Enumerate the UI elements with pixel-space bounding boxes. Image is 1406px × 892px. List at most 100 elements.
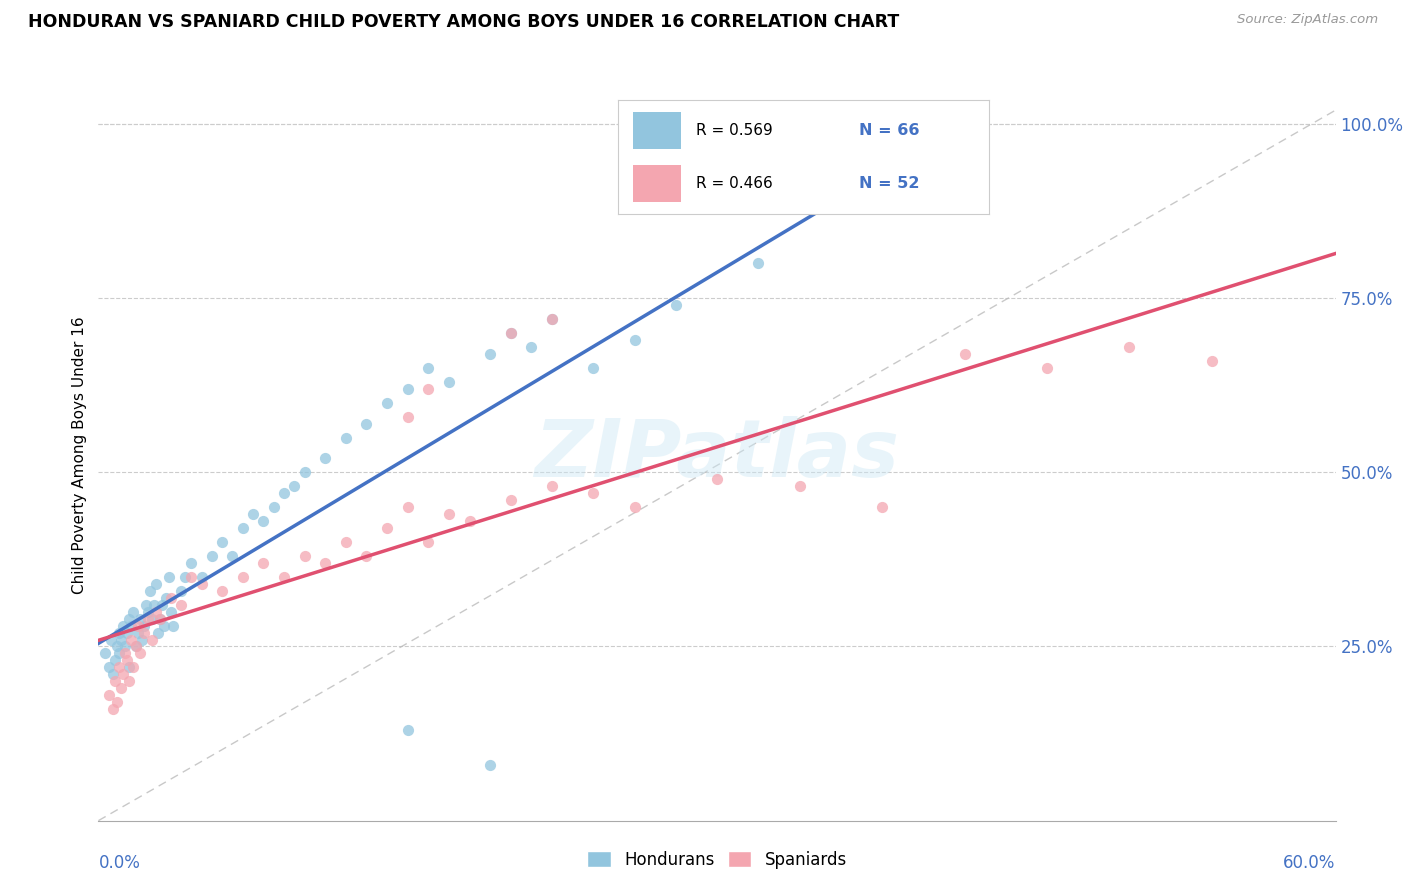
Point xyxy=(499,326,522,340)
Point xyxy=(150,598,173,612)
Point xyxy=(131,632,153,647)
Point xyxy=(162,618,184,632)
Point xyxy=(108,625,131,640)
Point xyxy=(132,625,155,640)
Point xyxy=(499,493,522,508)
Point xyxy=(953,347,976,361)
Point xyxy=(114,640,136,654)
Point xyxy=(155,591,177,605)
Point xyxy=(747,256,769,270)
Point xyxy=(120,632,142,647)
Point xyxy=(110,681,132,696)
Point xyxy=(105,695,128,709)
Point xyxy=(375,521,398,535)
Point xyxy=(117,653,139,667)
Point xyxy=(104,653,127,667)
Point xyxy=(122,605,145,619)
Point xyxy=(1118,340,1140,354)
Point xyxy=(273,486,295,500)
Point xyxy=(356,417,378,431)
Point xyxy=(1036,360,1059,375)
Point xyxy=(263,500,285,515)
Point xyxy=(114,647,136,661)
Point xyxy=(232,570,254,584)
Point xyxy=(141,612,163,626)
Point xyxy=(623,333,645,347)
Point xyxy=(132,618,155,632)
Point xyxy=(118,660,141,674)
Point xyxy=(127,625,149,640)
Point xyxy=(283,479,305,493)
Point xyxy=(97,660,120,674)
Point xyxy=(541,479,564,493)
Point xyxy=(124,640,146,654)
Point xyxy=(437,507,460,521)
Point xyxy=(120,618,142,632)
Legend: Hondurans, Spaniards: Hondurans, Spaniards xyxy=(581,844,853,876)
Text: 60.0%: 60.0% xyxy=(1284,854,1336,871)
Point xyxy=(1201,354,1223,368)
Point xyxy=(396,500,419,515)
Text: Source: ZipAtlas.com: Source: ZipAtlas.com xyxy=(1237,13,1378,27)
Point xyxy=(118,612,141,626)
Point xyxy=(159,605,181,619)
Point xyxy=(375,395,398,409)
Point xyxy=(148,625,170,640)
Point xyxy=(180,570,202,584)
Point xyxy=(139,583,162,598)
Point xyxy=(157,570,180,584)
Point xyxy=(190,576,212,591)
Point xyxy=(396,409,419,424)
Point xyxy=(180,556,202,570)
Point xyxy=(93,647,115,661)
Point xyxy=(145,576,167,591)
Point xyxy=(149,612,172,626)
Point xyxy=(499,326,522,340)
Point xyxy=(314,451,336,466)
Point xyxy=(128,612,150,626)
Point xyxy=(153,618,176,632)
Point xyxy=(294,466,316,480)
Point xyxy=(174,570,197,584)
Point xyxy=(108,647,131,661)
Point xyxy=(170,598,193,612)
Point xyxy=(136,612,159,626)
Point xyxy=(136,605,159,619)
Y-axis label: Child Poverty Among Boys Under 16: Child Poverty Among Boys Under 16 xyxy=(72,316,87,594)
Point xyxy=(97,688,120,702)
Text: ZIPatlas: ZIPatlas xyxy=(534,416,900,494)
Point xyxy=(110,632,132,647)
Point xyxy=(101,667,124,681)
Point xyxy=(201,549,224,563)
Point xyxy=(294,549,316,563)
Point xyxy=(273,570,295,584)
Point xyxy=(252,556,274,570)
Point xyxy=(118,674,141,689)
Point xyxy=(112,618,135,632)
Point xyxy=(479,347,502,361)
Point xyxy=(396,382,419,396)
Point xyxy=(105,640,128,654)
Point xyxy=(418,382,440,396)
Point xyxy=(458,514,481,528)
Point xyxy=(418,535,440,549)
Point xyxy=(314,556,336,570)
Point xyxy=(665,298,688,312)
Point xyxy=(143,598,166,612)
Point xyxy=(141,632,163,647)
Point xyxy=(479,758,502,772)
Text: 0.0%: 0.0% xyxy=(98,854,141,871)
Point xyxy=(190,570,212,584)
Point xyxy=(437,375,460,389)
Point xyxy=(124,640,146,654)
Point xyxy=(149,612,172,626)
Point xyxy=(135,598,157,612)
Point xyxy=(396,723,419,737)
Point xyxy=(418,360,440,375)
Point xyxy=(117,625,139,640)
Point xyxy=(541,312,564,326)
Point xyxy=(335,535,357,549)
Point xyxy=(145,605,167,619)
Point xyxy=(356,549,378,563)
Point xyxy=(108,660,131,674)
